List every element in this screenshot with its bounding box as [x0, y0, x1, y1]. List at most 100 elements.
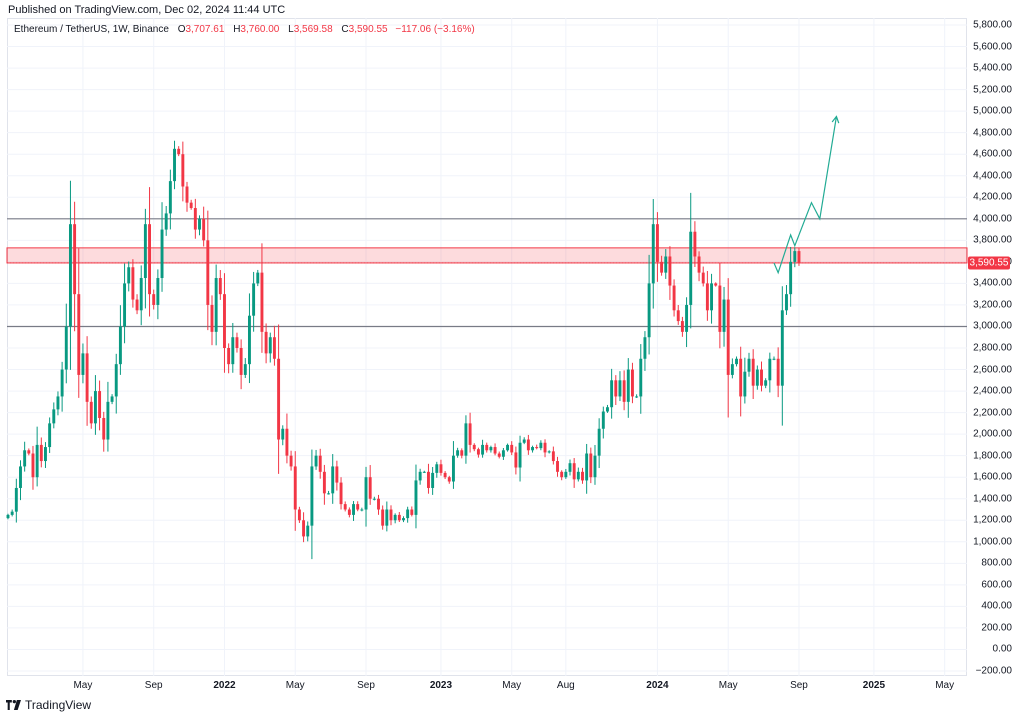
candle-body — [439, 464, 443, 473]
candle-body — [551, 451, 555, 462]
candle-body — [526, 439, 530, 451]
candle-body — [289, 455, 293, 467]
candle-body — [385, 509, 389, 526]
candle-body — [622, 380, 626, 402]
candle-body — [601, 411, 605, 429]
candle-body — [618, 380, 622, 397]
candle-body — [460, 450, 464, 456]
candle-body — [302, 520, 306, 537]
candle-body — [427, 471, 430, 488]
candle-body — [597, 428, 601, 456]
candle-body — [231, 337, 235, 365]
candle-body — [93, 391, 97, 424]
candle-body — [743, 371, 747, 397]
chart-pane[interactable] — [7, 18, 967, 676]
candle-body — [89, 401, 93, 424]
candle-body — [347, 509, 351, 515]
price-tick-label: 1,200.00 — [973, 514, 1012, 526]
candle-body — [572, 463, 576, 480]
candle-body — [418, 471, 422, 481]
candle-body — [485, 444, 489, 451]
candle-body — [285, 428, 289, 456]
high-value: 3,760.00 — [240, 24, 280, 35]
candle-body — [606, 407, 609, 412]
price-tick-label: 4,600.00 — [973, 148, 1012, 160]
candle-body — [56, 396, 60, 410]
candle-body — [106, 401, 110, 440]
candle-body — [410, 509, 414, 515]
candle-body — [726, 299, 730, 375]
candle-body — [260, 272, 264, 332]
time-tick-label: 2023 — [429, 680, 453, 691]
candle-body — [268, 337, 272, 354]
candle-body — [168, 181, 172, 214]
candle-body — [148, 224, 151, 295]
low-label: L — [288, 24, 294, 35]
candle-body — [206, 240, 210, 305]
candle-body — [247, 315, 251, 365]
candle-body — [77, 294, 81, 375]
candle-body — [139, 278, 143, 311]
candle-body — [164, 213, 168, 230]
high-label: H — [233, 24, 241, 35]
candle-body — [297, 509, 301, 521]
change-value: −117.06 (−3.16%) — [395, 24, 475, 35]
symbol-legend: Ethereum / TetherUS, 1W, Binance O3,707.… — [14, 24, 475, 35]
candle-body — [243, 364, 247, 375]
candle-body — [780, 310, 784, 386]
price-tick-label: 4,200.00 — [973, 191, 1012, 203]
candle-body — [481, 444, 485, 455]
candle-body — [14, 487, 18, 512]
candle-body — [322, 471, 326, 494]
time-tick-label: Aug — [556, 680, 575, 691]
candle-body — [710, 283, 714, 311]
open-value: 3,707.61 — [185, 24, 225, 35]
candle-body — [610, 380, 614, 408]
candle-body — [406, 509, 410, 519]
price-tick-label: 4,400.00 — [973, 170, 1012, 182]
candle-body — [414, 480, 418, 515]
candle-body — [218, 278, 222, 295]
candle-body — [531, 447, 534, 451]
symbol-name[interactable]: Ethereum / TetherUS, 1W, Binance — [14, 24, 169, 35]
candle-body — [19, 466, 22, 488]
candle-body — [510, 444, 514, 453]
candle-body — [772, 358, 776, 360]
candle-body — [110, 396, 114, 402]
candle-body — [556, 461, 559, 472]
candle-body — [85, 353, 89, 402]
candle-body — [152, 294, 156, 305]
projection-arrowhead — [831, 115, 840, 124]
time-tick-label: 2022 — [213, 680, 236, 691]
candle-body — [689, 231, 693, 305]
close-value: 3,590.55 — [348, 24, 388, 35]
candle-body — [335, 466, 339, 483]
price-tick-label: 2,800.00 — [973, 342, 1012, 354]
candle-body — [422, 471, 426, 473]
candle-body — [747, 358, 751, 372]
candle-body — [223, 294, 226, 348]
price-tick-label: 1,600.00 — [973, 471, 1012, 483]
last-price-tag: 3,590.55 — [968, 256, 1010, 270]
price-tick-label: 0.00 — [992, 643, 1012, 655]
time-tick-label: Sep — [144, 680, 163, 691]
tradingview-logo-icon — [6, 700, 21, 710]
candle-body — [676, 310, 680, 322]
tradingview-logo[interactable]: TradingView — [6, 698, 91, 712]
candle-body — [797, 251, 801, 263]
candle-body — [443, 472, 447, 478]
candle-body — [647, 283, 651, 338]
candle-body — [272, 337, 276, 359]
candle-body — [672, 285, 676, 311]
price-tick-label: 3,400.00 — [973, 277, 1012, 289]
candle-body — [543, 442, 547, 453]
candle-body — [476, 449, 480, 455]
candle-body — [501, 450, 505, 457]
time-tick-label: 2024 — [646, 680, 669, 691]
candle-body — [356, 504, 360, 510]
candle-body — [118, 326, 122, 365]
price-axis[interactable]: 5,800.00 5,600.00 5,400.00 5,200.00 5,000.00… — [968, 18, 1024, 677]
candle-body — [377, 498, 380, 510]
candle-body — [506, 444, 510, 451]
